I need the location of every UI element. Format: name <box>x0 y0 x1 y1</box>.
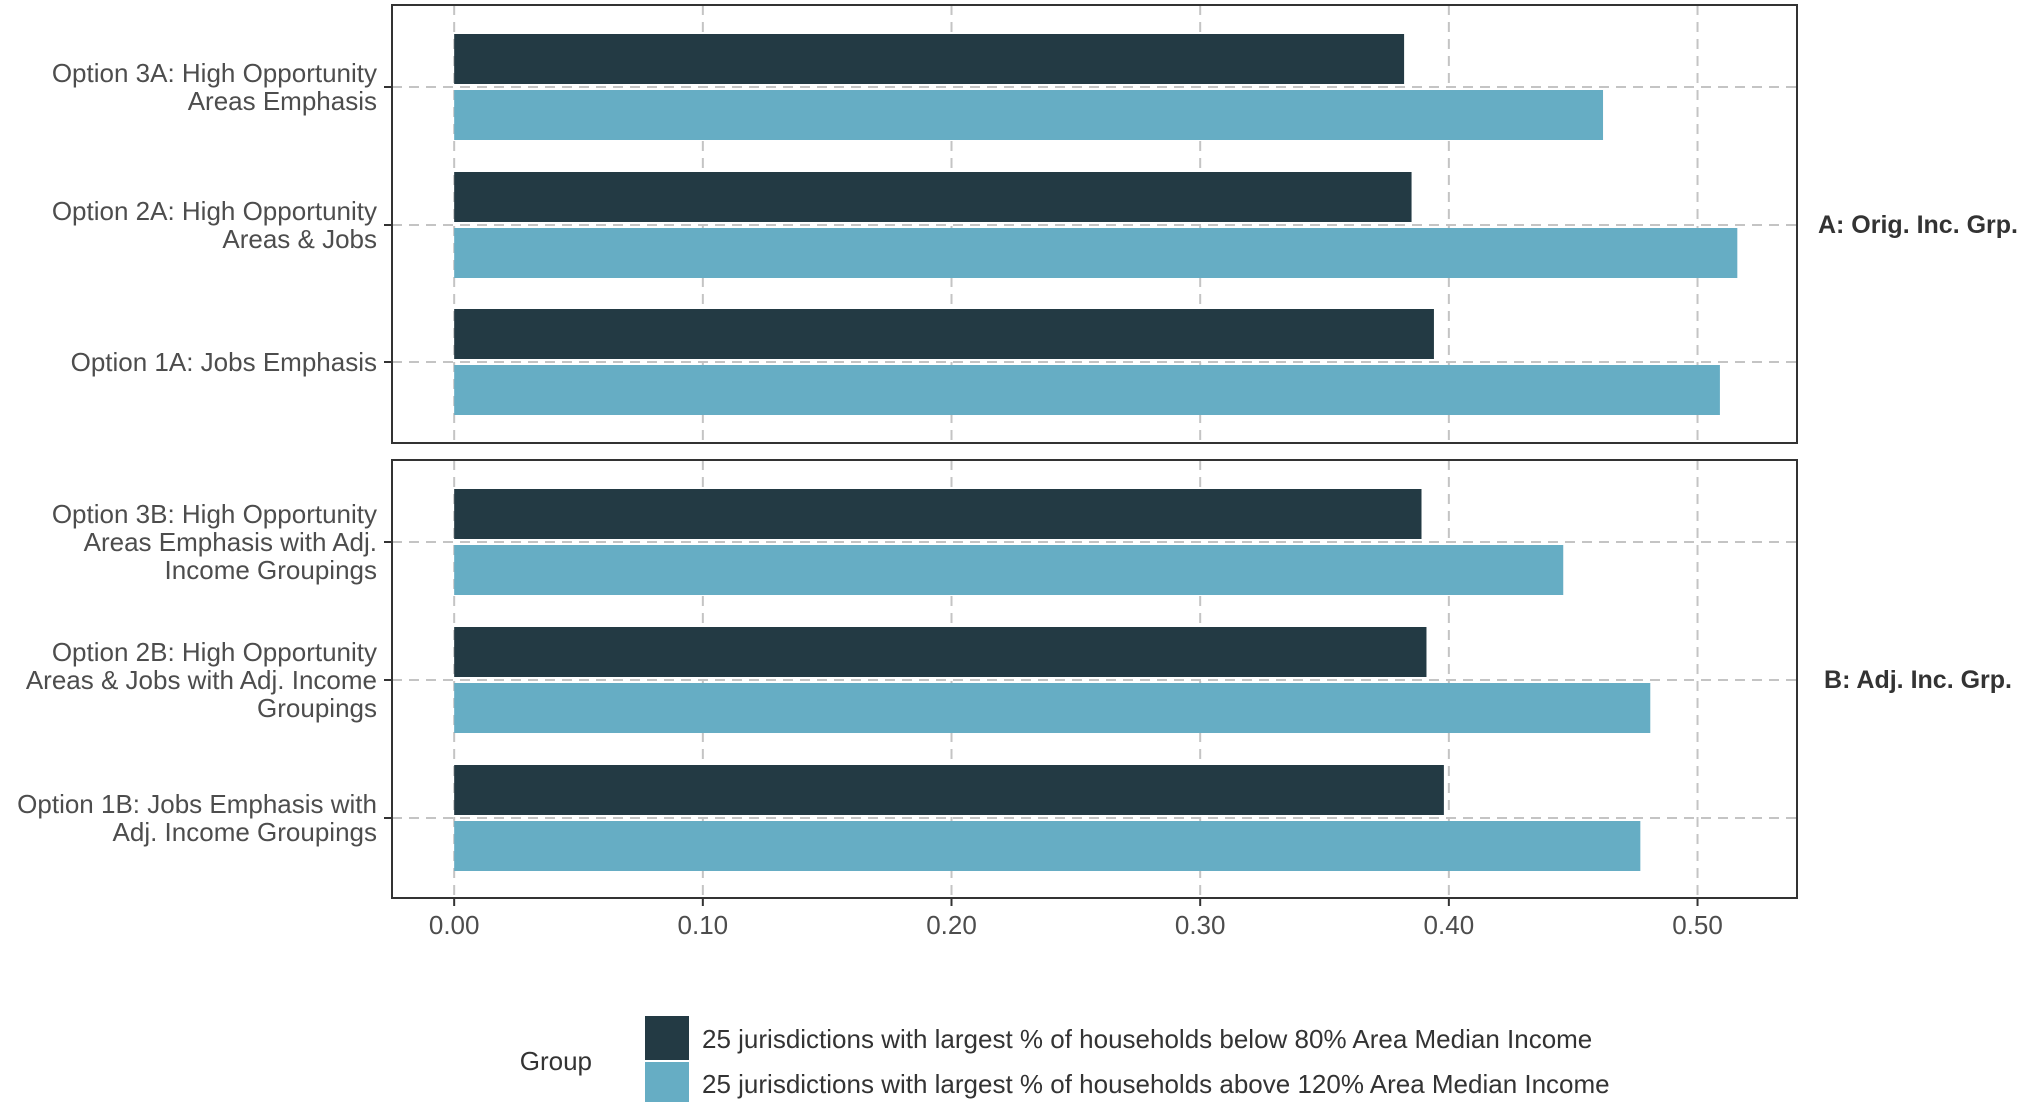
x-axis: 0.00 0.10 0.20 0.30 0.40 0.50 <box>429 898 1723 940</box>
category-label: Option 1B: Jobs Emphasis with Adj. Income… <box>17 789 377 847</box>
category-label-line: Option 2B: High Opportunity <box>52 637 377 667</box>
panel-a: Option 3A: High Opportunity Areas Emphasi… <box>52 4 2018 444</box>
category-label-line: Option 3A: High Opportunity <box>52 58 377 88</box>
x-tick-label: 0.50 <box>1672 910 1723 940</box>
category-label-line: Areas & Jobs <box>222 224 377 254</box>
bar-below-80 <box>454 309 1434 359</box>
facet-label: A: Orig. Inc. Grp. <box>1818 211 2018 239</box>
legend-swatch-above-120 <box>645 1062 689 1102</box>
panel-border <box>391 4 1798 444</box>
legend-title: Group <box>520 1046 592 1076</box>
chart-panels: Option 3A: High Opportunity Areas Emphasi… <box>17 4 2018 899</box>
category-label: Option 1A: Jobs Emphasis <box>71 347 377 377</box>
bar-below-80 <box>454 765 1444 815</box>
category-label: Option 3B: High Opportunity Areas Emphasi… <box>52 499 377 585</box>
facet-label: B: Adj. Inc. Grp. <box>1824 666 2012 694</box>
panel-border <box>391 459 1798 899</box>
bar-above-120 <box>454 228 1738 278</box>
category-label-line: Areas Emphasis <box>188 86 377 116</box>
category-label-line: Option 1A: Jobs Emphasis <box>71 347 377 377</box>
bar-below-80 <box>454 489 1422 539</box>
bar-above-120 <box>454 90 1604 140</box>
panel-b: Option 3B: High Opportunity Areas Emphasi… <box>17 459 2012 899</box>
category-label: Option 3A: High Opportunity Areas Emphasi… <box>52 58 377 116</box>
x-tick-label: 0.40 <box>1424 910 1475 940</box>
bar-below-80 <box>454 627 1427 677</box>
bar-above-120 <box>454 683 1651 733</box>
category-label-line: Areas & Jobs with Adj. Income <box>26 665 377 695</box>
bar-above-120 <box>454 821 1641 871</box>
bar-above-120 <box>454 365 1720 415</box>
legend-swatch-below-80 <box>645 1016 689 1060</box>
bar-above-120 <box>454 545 1564 595</box>
x-tick-label: 0.30 <box>1175 910 1226 940</box>
legend-label-above-120: 25 jurisdictions with largest % of house… <box>702 1069 1610 1099</box>
category-label-line: Option 2A: High Opportunity <box>52 196 377 226</box>
bar-below-80 <box>454 172 1412 222</box>
category-label-line: Option 1B: Jobs Emphasis with <box>17 789 377 819</box>
category-label: Option 2B: High Opportunity Areas & Jobs … <box>26 637 377 723</box>
category-label-line: Income Groupings <box>165 555 377 585</box>
category-label-line: Areas Emphasis with Adj. <box>84 527 377 557</box>
legend: Group 25 jurisdictions with largest % of… <box>520 1016 1610 1102</box>
bar-below-80 <box>454 34 1405 84</box>
x-tick-label: 0.10 <box>678 910 729 940</box>
category-label: Option 2A: High Opportunity Areas & Jobs <box>52 196 377 254</box>
category-label-line: Groupings <box>257 693 377 723</box>
x-tick-label: 0.00 <box>429 910 480 940</box>
legend-label-below-80: 25 jurisdictions with largest % of house… <box>702 1024 1592 1054</box>
x-tick-label: 0.20 <box>926 910 977 940</box>
category-label-line: Adj. Income Groupings <box>113 817 377 847</box>
category-label-line: Option 3B: High Opportunity <box>52 499 377 529</box>
